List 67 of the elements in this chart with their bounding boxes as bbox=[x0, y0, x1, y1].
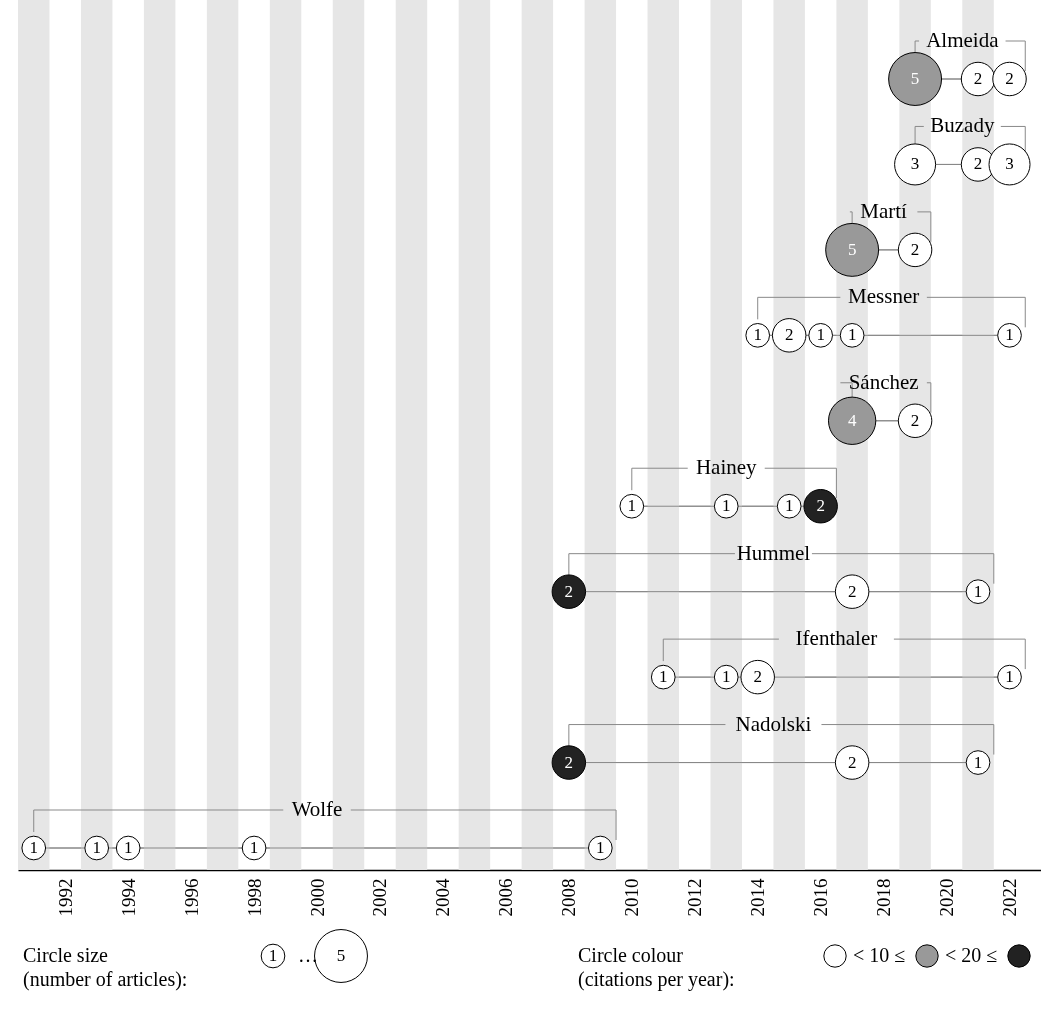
x-tick-label: 2014 bbox=[747, 878, 769, 917]
x-tick-label: 2020 bbox=[936, 878, 958, 917]
x-tick-label: 1992 bbox=[54, 878, 76, 917]
data-label: 2 bbox=[847, 752, 857, 772]
y-tick-label: Hummel bbox=[736, 540, 811, 565]
data-label: 2 bbox=[1005, 69, 1014, 88]
data-label: 1 bbox=[1005, 667, 1014, 687]
data-label: 1 bbox=[1005, 325, 1014, 345]
legend-label: 1 bbox=[268, 946, 278, 965]
y-tick-label: Messner bbox=[848, 284, 920, 309]
x-tick-label: 2018 bbox=[873, 878, 895, 917]
data-label: 2 bbox=[753, 667, 762, 687]
data-label: 5 bbox=[847, 239, 857, 259]
data-label: 2 bbox=[973, 69, 983, 88]
data-label: 1 bbox=[29, 838, 38, 857]
y-tick-label: Sánchez bbox=[848, 369, 919, 394]
data-label: 1 bbox=[753, 325, 762, 345]
data-label: 1 bbox=[249, 838, 259, 857]
data-label: 2 bbox=[564, 581, 574, 601]
x-tick-label: 2008 bbox=[558, 878, 580, 917]
data-label: 1 bbox=[973, 581, 983, 601]
x-tick-label: 2012 bbox=[684, 878, 706, 917]
data-label: 1 bbox=[784, 496, 794, 516]
data-label: 1 bbox=[973, 752, 983, 772]
data-label: 3 bbox=[910, 154, 920, 174]
text: < 10 ≤ bbox=[853, 944, 906, 966]
legend-label: 5 bbox=[336, 946, 346, 965]
data-label: 2 bbox=[910, 410, 920, 430]
text: < 20 ≤ bbox=[945, 944, 998, 966]
data-label: 2 bbox=[564, 752, 574, 772]
data-label: 3 bbox=[1005, 154, 1014, 174]
data-label: 5 bbox=[910, 69, 920, 88]
y-tick-label: Buzady bbox=[930, 113, 995, 138]
y-tick-label: Nadolski bbox=[735, 711, 812, 736]
data-label: 1 bbox=[721, 667, 731, 687]
y-tick-label: Martí bbox=[860, 198, 908, 223]
y-tick-label: Hainey bbox=[695, 455, 758, 480]
x-tick-label: 2016 bbox=[810, 878, 832, 917]
data-label: 1 bbox=[596, 838, 605, 857]
x-tick-label: 2004 bbox=[432, 878, 454, 917]
text: … bbox=[298, 944, 318, 966]
data-label: 2 bbox=[847, 581, 857, 601]
x-tick-label: 2006 bbox=[495, 878, 517, 917]
data-label: 1 bbox=[627, 496, 637, 516]
data-label: 2 bbox=[910, 239, 920, 259]
x-tick-label: 2002 bbox=[369, 878, 391, 917]
x-tick-label: 2022 bbox=[999, 878, 1021, 917]
text: Circle size (number of articles): bbox=[23, 944, 188, 991]
y-tick-label: Wolfe bbox=[291, 797, 343, 821]
data-label: 1 bbox=[659, 667, 668, 687]
x-tick-label: 1996 bbox=[180, 878, 202, 917]
data-label: 2 bbox=[816, 496, 825, 516]
y-tick-label: Ifenthaler bbox=[795, 626, 878, 651]
data-label: 1 bbox=[123, 838, 133, 857]
data-label: 1 bbox=[816, 325, 825, 345]
data-label: 4 bbox=[847, 410, 857, 430]
x-tick-label: 2000 bbox=[306, 878, 328, 917]
data-label: 1 bbox=[721, 496, 731, 516]
x-tick-label: 2010 bbox=[621, 878, 643, 917]
text: Circle colour (citations per year): bbox=[578, 944, 735, 991]
data-label: 2 bbox=[973, 154, 983, 174]
data-label: 2 bbox=[784, 325, 794, 345]
data-label: 1 bbox=[92, 838, 101, 857]
y-tick-label: Almeida bbox=[926, 28, 1000, 52]
data-label: 1 bbox=[847, 325, 857, 345]
x-tick-label: 1994 bbox=[117, 878, 139, 917]
x-tick-label: 1998 bbox=[243, 878, 265, 917]
